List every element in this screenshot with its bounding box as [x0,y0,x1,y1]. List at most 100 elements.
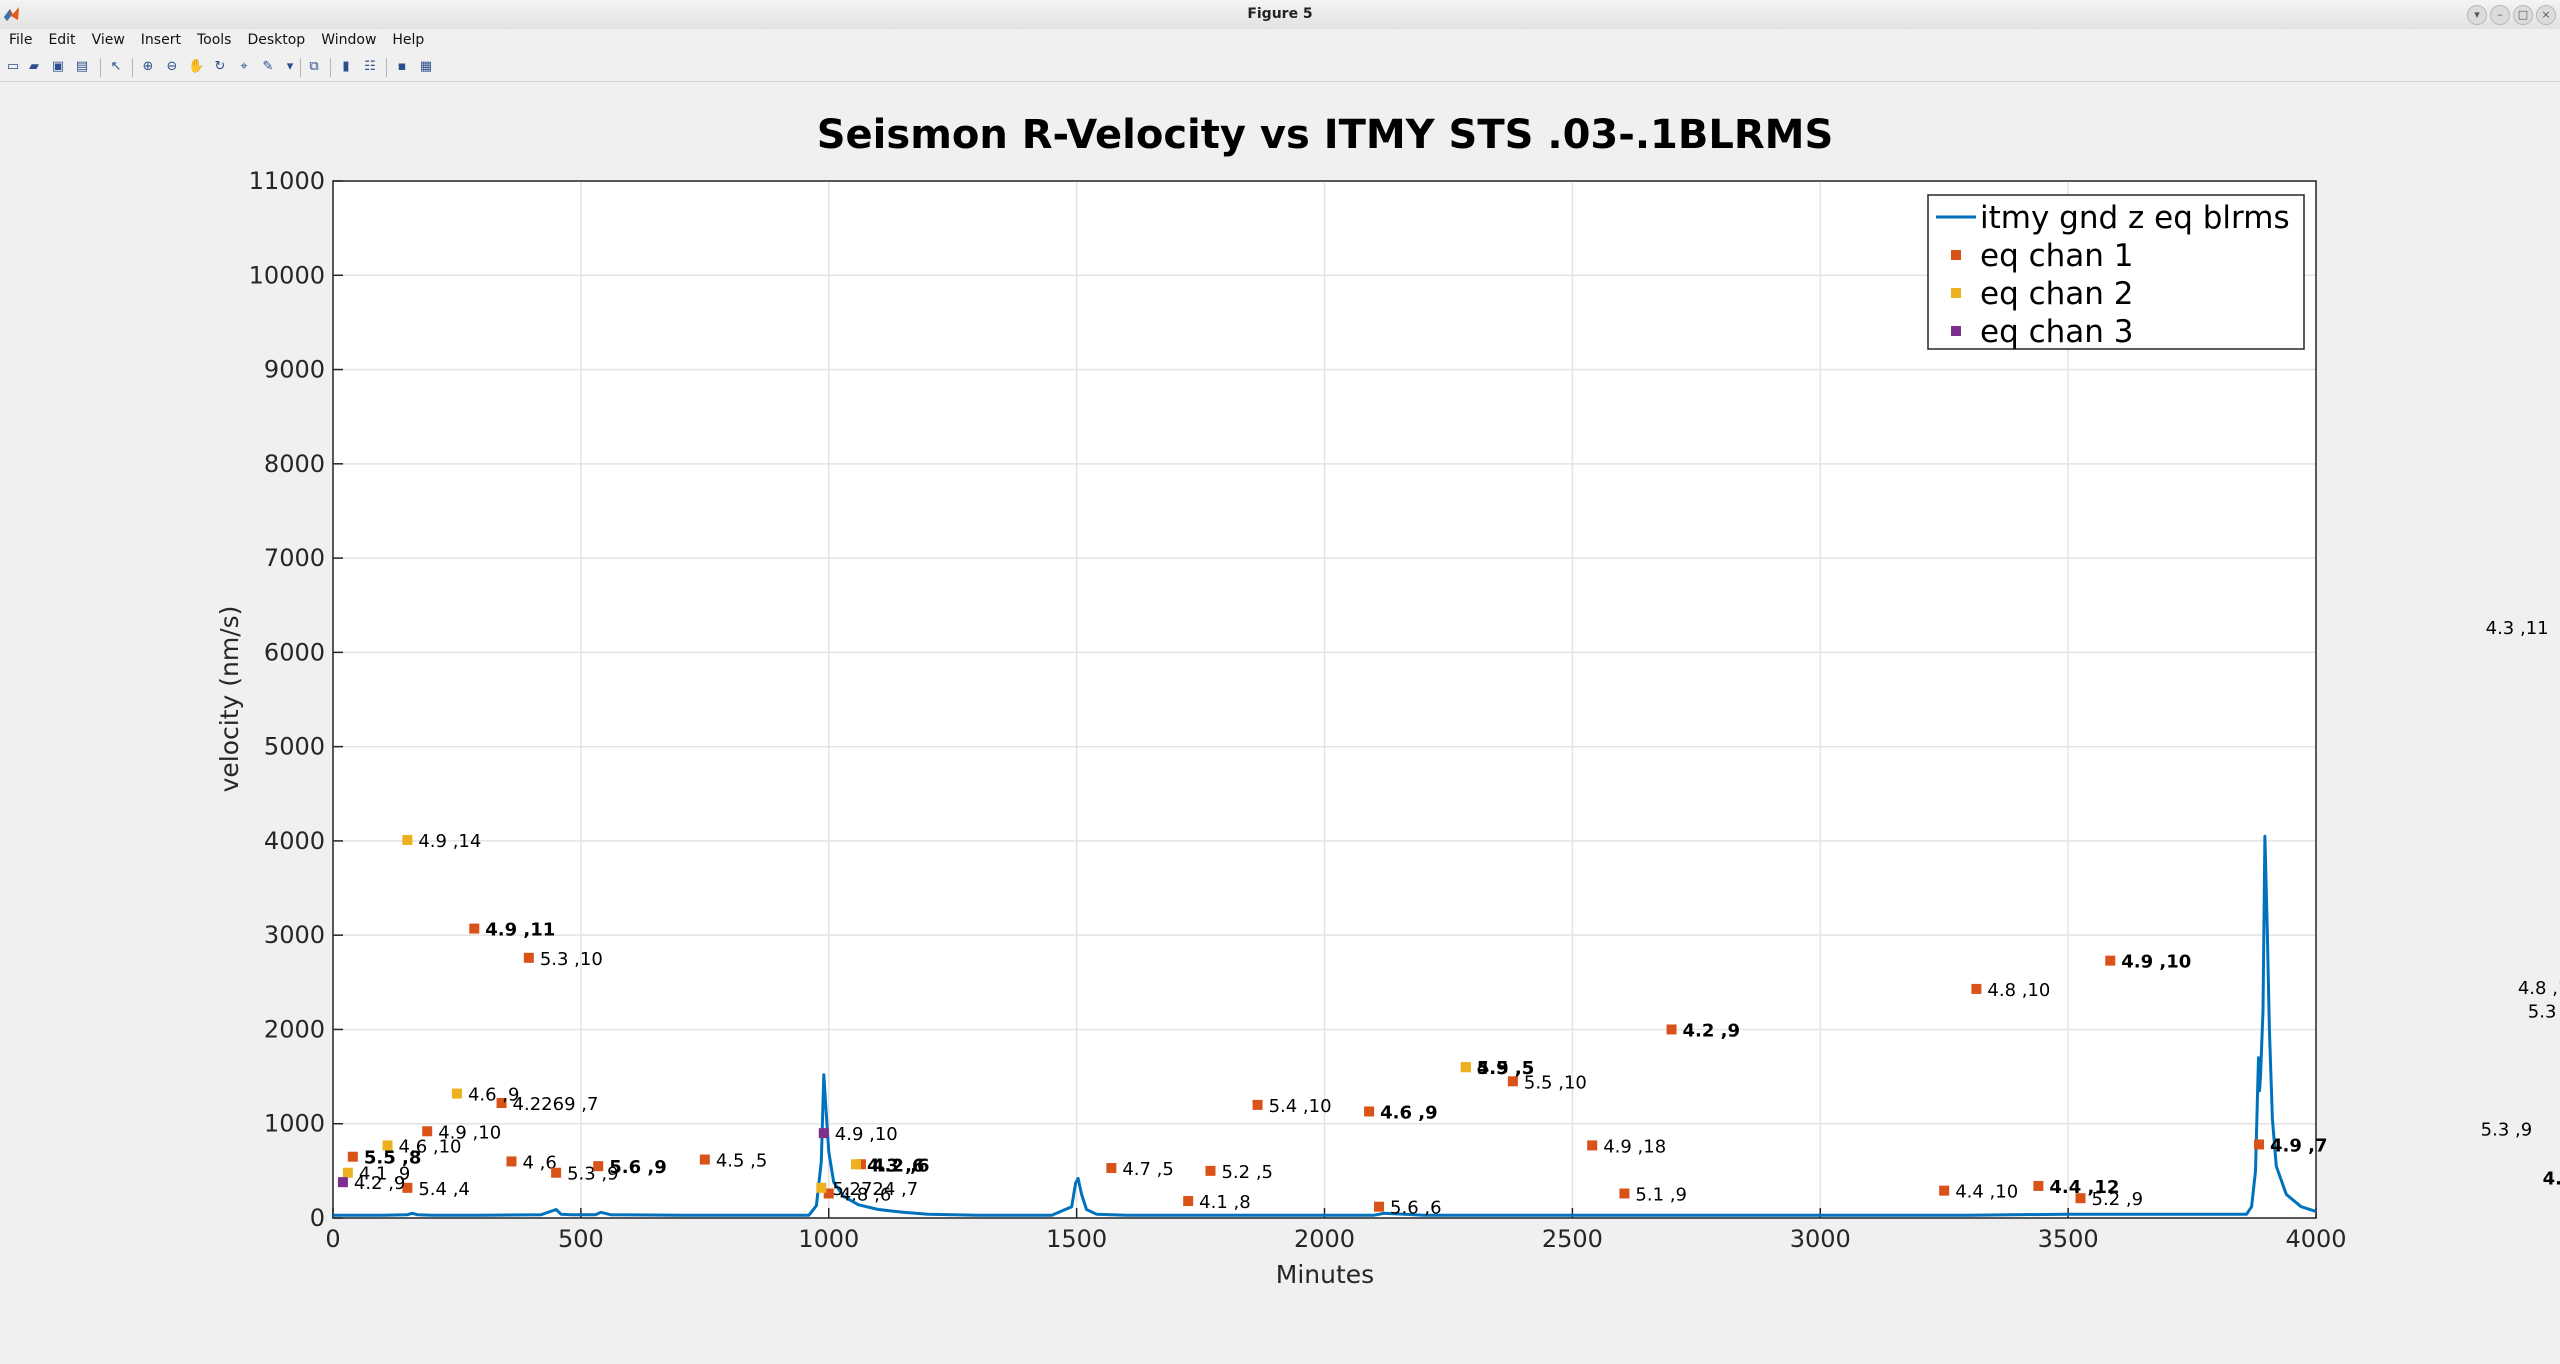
eq-chan-1-label: 4.8 ,10 [1987,980,2050,1001]
legend-entry-label: eq chan 1 [1980,238,2134,274]
x-tick-label: 3500 [2038,1225,2099,1253]
eq-chan-1-label: 4.2269 ,7 [513,1094,599,1115]
eq-chan-1-marker [1183,1196,1194,1207]
eq-chan-1-marker [496,1097,507,1108]
eq-chan-1-label: 4.9 ,18 [1603,1136,1666,1157]
window-menu-button[interactable]: ▾ [2467,5,2487,25]
menu-desktop[interactable]: Desktop [247,32,306,48]
save-icon[interactable]: ▣ [51,59,65,74]
eq-chan-1-marker [823,1188,834,1199]
eq-chan-1-marker [1666,1024,1677,1035]
eq-chan-1-marker [2253,1139,2264,1150]
brush-icon[interactable]: ✎ [262,59,274,74]
eq-chan-1-label: 4.2 ,9 [1683,1020,1741,1041]
eq-chan-1-label: 4.4 ,12 [2049,1177,2119,1198]
eq-chan-1-marker [1971,983,1982,994]
zoom-out-icon[interactable]: ⊖ [166,59,178,74]
eq-chan-2-label: 4.9 ,5 [1477,1058,1535,1079]
y-tick-label: 8000 [264,450,325,478]
data-cursor-icon[interactable]: ⌖ [240,59,248,74]
menu-insert[interactable]: Insert [140,32,181,48]
menu-tools[interactable]: Tools [196,32,232,48]
eq-chan-1-label: 5.4 ,10 [1269,1096,1332,1117]
new-figure-icon[interactable]: ▭ [6,59,20,74]
rotate-3d-icon[interactable]: ↻ [214,59,226,74]
legend-entry-label: eq chan 3 [1980,314,2134,350]
eq-chan-1-label: 5.6 ,6 [1390,1198,1442,1219]
menu-bar: File Edit View Insert Tools Desktop Window Help [0,29,2560,53]
legend-marker-swatch [1951,326,1961,336]
menu-window[interactable]: Window [321,32,377,48]
eq-chan-1-marker [1507,1076,1518,1087]
y-tick-label: 11000 [249,167,325,195]
eq-chan-3-marker [818,1128,829,1139]
eq-chan-2-label: 5.2724 ,7 [832,1179,918,1200]
eq-chan-1-marker [1364,1106,1375,1117]
legend-icon[interactable]: ☷ [364,59,376,74]
eq-chan-1-marker [593,1161,604,1172]
eq-chan-2-marker [851,1159,862,1170]
x-tick-label: 2500 [1542,1225,1603,1253]
y-tick-label: 7000 [264,544,325,572]
minimize-button[interactable]: – [2490,5,2510,25]
offscreen-eq-label: 5.3 ,9 [2481,1119,2533,1140]
show-plot-tools-icon[interactable]: ▦ [419,59,433,74]
print-icon[interactable]: ▤ [75,59,89,74]
window-title: Figure 5 [1247,6,1313,22]
y-tick-label: 9000 [264,356,325,384]
matlab-app-icon[interactable] [3,5,21,23]
eq-chan-2-label: 4.1 ,9 [359,1164,411,1185]
eq-chan-1-label: 5.5 ,8 [364,1148,422,1169]
offscreen-eq-label: 4.8 ,14 [2518,978,2560,999]
colorbar-icon[interactable]: ▮ [342,59,350,74]
eq-chan-1-label: 4.1 ,8 [1199,1192,1251,1213]
legend-marker-swatch [1951,288,1961,298]
x-tick-label: 0 [325,1225,340,1253]
eq-chan-2-label: 4.6 ,10 [399,1136,462,1157]
eq-chan-1-marker [551,1167,562,1178]
brush-menu-icon[interactable]: ▾ [286,59,294,74]
eq-chan-2-marker [402,834,413,845]
y-tick-label: 10000 [249,261,325,289]
eq-chan-1-marker [1205,1165,1216,1176]
menu-view[interactable]: View [91,32,125,48]
eq-chan-2-marker [1460,1062,1471,1073]
pan-icon[interactable]: ✋ [188,59,205,74]
eq-chan-2-label: 4.9 ,14 [418,831,481,852]
eq-chan-1-label: 5.2 ,5 [1221,1162,1273,1183]
eq-chan-2-label: 4.6 ,9 [468,1085,520,1106]
y-tick-label: 6000 [264,638,325,666]
chart-svg[interactable]: 0 500 1000 1500 2000 2500 3000 3500 4000 0 1000 200… [0,82,2560,1360]
eq-chan-1-label: 4.9 ,10 [2121,952,2191,973]
eq-chan-1-marker [523,952,534,963]
x-tick-label: 3000 [1790,1225,1851,1253]
y-tick-label: 0 [310,1204,325,1232]
window-titlebar: Figure 5 ▾ – □ × [0,0,2560,30]
eq-chan-2-marker [382,1140,393,1151]
x-tick-label: 2000 [1294,1225,1355,1253]
eq-chan-1-label: 4.8 ,6 [840,1184,892,1205]
menu-help[interactable]: Help [392,32,425,48]
menu-edit[interactable]: Edit [48,32,76,48]
close-button[interactable]: × [2536,5,2556,25]
zoom-in-icon[interactable]: ⊕ [142,59,154,74]
pointer-icon[interactable]: ↖ [110,59,122,74]
x-tick-label: 500 [558,1225,604,1253]
eq-chan-1-marker [1939,1185,1950,1196]
eq-chan-1-label: 4.7 ,5 [1122,1159,1174,1180]
markers-layer: 5.5 ,8 5.4 ,4 4.9 ,10 4.9 ,11 4.2269 ,7 4 ,6 5… [337,831,2328,1219]
eq-chan-1-label: 4 ,6 [522,1152,556,1173]
link-plot-icon[interactable]: ⧉ [309,59,319,74]
menu-file[interactable]: File [9,32,33,48]
eq-chan-2-label: 5.5 ,5 [1477,1058,1535,1079]
eq-chan-1-label: 5.1 ,9 [1635,1184,1687,1205]
eq-chan-1-label: 4.9 ,11 [485,920,555,941]
offscreen-labels: 4.3 ,11 4.8 ,14 5.3 ,1 5.3 ,9 4.5 [2481,618,2560,1190]
hide-plot-tools-icon[interactable]: ▪ [397,59,407,74]
chart-title: Seismon R-Velocity vs ITMY STS .03-.1BLR… [817,112,1834,158]
eq-chan-1-marker [469,923,480,934]
eq-chan-1-marker [422,1126,433,1137]
open-file-icon[interactable]: ▰ [29,59,39,74]
maximize-button[interactable]: □ [2513,5,2533,25]
